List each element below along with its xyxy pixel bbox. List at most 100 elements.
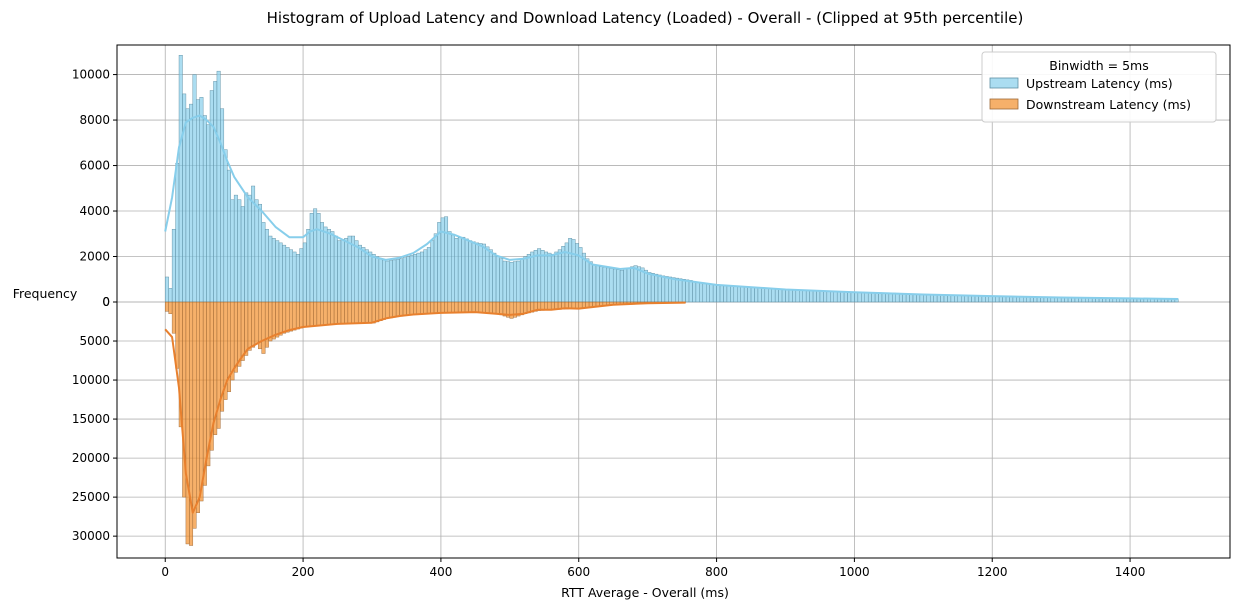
- bar-upstream: [282, 244, 287, 303]
- bar-upstream: [695, 281, 700, 303]
- bar-upstream: [812, 290, 817, 303]
- bar-upstream: [433, 233, 438, 303]
- bar-upstream: [692, 281, 697, 303]
- bar-upstream: [637, 266, 641, 303]
- bar-upstream: [847, 291, 852, 303]
- bar-downstream: [357, 301, 362, 324]
- bar-upstream: [230, 199, 235, 303]
- bar-upstream: [716, 285, 721, 303]
- bar-upstream: [571, 239, 576, 303]
- bar-downstream: [333, 301, 338, 325]
- bar-downstream: [354, 301, 359, 324]
- bar-upstream: [540, 250, 545, 303]
- bar-downstream: [233, 301, 238, 373]
- bar-upstream: [678, 278, 683, 303]
- bar-upstream: [185, 108, 190, 303]
- bar-downstream: [192, 301, 197, 529]
- bar-upstream: [168, 288, 173, 303]
- bar-upstream: [685, 279, 690, 303]
- bar-upstream: [192, 74, 197, 303]
- bar-upstream: [220, 108, 225, 303]
- bar-upstream: [519, 258, 524, 303]
- x-tick-label: 1400: [1115, 565, 1146, 579]
- bar-upstream: [657, 274, 662, 303]
- bar-downstream: [344, 301, 349, 324]
- bar-downstream: [423, 301, 428, 315]
- bar-downstream: [426, 301, 431, 315]
- bar-upstream: [337, 240, 342, 303]
- bar-downstream: [392, 301, 397, 318]
- bar-downstream: [385, 301, 390, 319]
- y-tick-label: 10000: [72, 373, 110, 387]
- bar-upstream: [764, 287, 769, 303]
- bar-upstream: [371, 254, 376, 303]
- bar-upstream: [240, 206, 245, 303]
- bar-downstream: [575, 301, 579, 309]
- bar-downstream: [416, 301, 421, 315]
- bar-downstream: [289, 301, 293, 332]
- bar-downstream: [461, 301, 466, 313]
- bar-upstream: [323, 226, 328, 303]
- bar-upstream: [357, 244, 362, 303]
- bar-upstream: [216, 70, 221, 303]
- bar-downstream: [247, 301, 252, 351]
- bar-downstream: [478, 301, 483, 313]
- bar-upstream: [330, 231, 335, 303]
- bar-downstream: [244, 301, 249, 356]
- bar-upstream: [702, 283, 707, 303]
- x-axis-label: RTT Average - Overall (ms): [561, 585, 729, 600]
- bar-upstream: [275, 240, 280, 303]
- bar-downstream: [275, 301, 280, 338]
- bar-downstream: [199, 301, 204, 502]
- bar-upstream: [395, 259, 400, 303]
- bar-upstream: [799, 289, 803, 303]
- y-tick-label: 15000: [72, 412, 110, 426]
- bar-upstream: [836, 291, 841, 303]
- bar-upstream: [750, 287, 755, 303]
- bar-downstream: [254, 301, 259, 345]
- bar-upstream: [444, 216, 449, 303]
- bar-upstream: [650, 273, 655, 303]
- bar-upstream: [420, 251, 424, 303]
- y-tick-label: 0: [102, 295, 110, 309]
- bar-downstream: [471, 301, 476, 313]
- bar-upstream: [196, 99, 200, 303]
- bar-upstream: [709, 284, 714, 303]
- bar-upstream: [774, 288, 779, 303]
- bar-upstream: [457, 237, 462, 303]
- bar-downstream: [278, 301, 283, 336]
- bar-downstream: [468, 301, 473, 313]
- bar-downstream: [268, 301, 273, 342]
- bar-upstream: [285, 247, 290, 303]
- bar-upstream: [409, 255, 414, 303]
- bar-upstream: [254, 199, 259, 303]
- bar-upstream: [592, 264, 597, 303]
- legend-label-upstream: Upstream Latency (ms): [1026, 76, 1173, 91]
- bar-downstream: [402, 301, 407, 317]
- bar-upstream: [492, 252, 497, 303]
- bar-upstream: [761, 287, 766, 303]
- bar-downstream: [175, 301, 180, 369]
- bar-upstream: [575, 243, 579, 303]
- bar-upstream: [533, 250, 538, 303]
- bar-downstream: [282, 301, 287, 334]
- bar-upstream: [402, 257, 407, 303]
- bar-upstream: [392, 259, 397, 303]
- bar-downstream: [492, 301, 497, 314]
- bar-upstream: [792, 289, 797, 303]
- bar-downstream: [433, 301, 438, 314]
- y-tick-label: 20000: [72, 451, 110, 465]
- chart-title: Histogram of Upload Latency and Download…: [267, 9, 1024, 27]
- bar-upstream: [233, 194, 238, 303]
- bar-downstream: [488, 301, 493, 314]
- bar-upstream: [278, 242, 283, 303]
- bar-downstream: [323, 301, 328, 326]
- bar-upstream: [747, 287, 752, 303]
- bar-downstream: [420, 301, 424, 315]
- bar-upstream: [633, 265, 638, 303]
- bar-downstream: [378, 301, 383, 321]
- bar-upstream: [757, 287, 762, 303]
- bar-upstream: [826, 290, 831, 303]
- bar-upstream: [830, 290, 834, 303]
- bar-upstream: [557, 249, 562, 303]
